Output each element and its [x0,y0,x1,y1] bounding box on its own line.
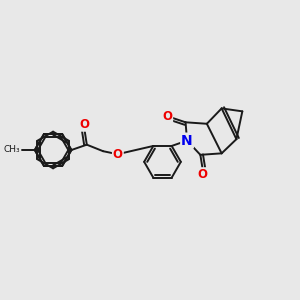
Text: O: O [198,168,208,181]
Text: CH₃: CH₃ [3,146,20,154]
Text: O: O [162,110,172,123]
Text: N: N [181,134,193,148]
Text: O: O [113,148,123,160]
Text: O: O [80,118,89,131]
